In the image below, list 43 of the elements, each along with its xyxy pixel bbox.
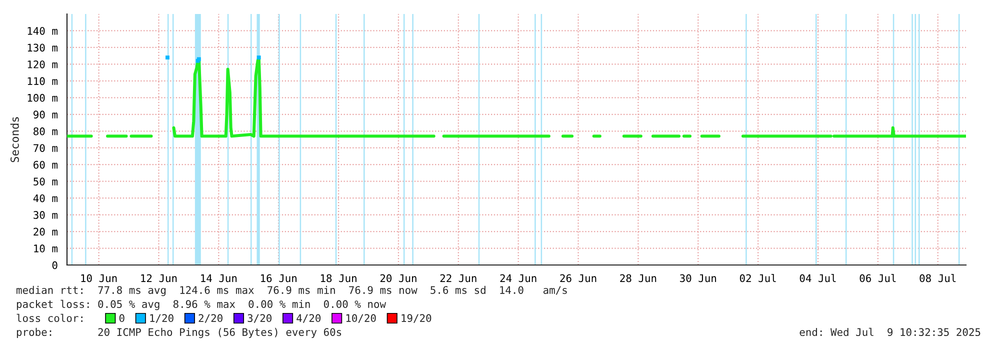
x-tick-label: 08 Jul bbox=[920, 274, 956, 282]
legend-label: 3/20 bbox=[248, 314, 272, 323]
x-tick-label: 28 Jun bbox=[620, 274, 656, 282]
legend-label: 2/20 bbox=[198, 314, 222, 323]
x-tick-label: 06 Jul bbox=[860, 274, 896, 282]
y-tick-label: 120 m bbox=[28, 60, 58, 68]
y-tick-label: 50 m bbox=[34, 178, 58, 186]
legend-label: 19/20 bbox=[402, 314, 432, 323]
text: end: Wed Jul 9 10:32:35 2025 bbox=[800, 328, 980, 336]
x-tick-label: 26 Jun bbox=[560, 274, 596, 282]
legend-label: 1/20 bbox=[150, 314, 174, 323]
x-tick-label: 04 Jul bbox=[800, 274, 836, 282]
x-tick-label: 10 Jun bbox=[81, 274, 117, 282]
y-tick-label: 70 m bbox=[34, 144, 58, 152]
y-tick-label: 30 m bbox=[34, 211, 58, 219]
y-tick-label: 140 m bbox=[28, 26, 58, 35]
y-tick-label: 130 m bbox=[28, 44, 58, 52]
y-tick-label: 10 m bbox=[34, 244, 58, 252]
legend-title: loss color: bbox=[16, 314, 82, 322]
x-tick-label: 02 Jul bbox=[740, 274, 776, 282]
legend-label: 10/20 bbox=[346, 314, 376, 323]
x-tick-label: 30 Jun bbox=[680, 274, 716, 282]
x-tick-label: 14 Jun bbox=[201, 274, 237, 282]
text: packet loss: 0.05 % avg 8.96 % max 0.00 % min 0.00 % now bbox=[16, 300, 386, 310]
y-tick-label: 20 m bbox=[34, 228, 58, 236]
y-axis-title: Seconds bbox=[10, 117, 19, 162]
y-tick-label: 60 m bbox=[34, 160, 58, 169]
y-tick-label: 110 m bbox=[28, 77, 58, 86]
y-tick-label: 80 m bbox=[34, 127, 58, 136]
x-tick-label: 22 Jun bbox=[440, 274, 476, 282]
text: probe: 20 ICMP Echo Pings (56 Bytes) every 60s bbox=[16, 328, 342, 338]
legend-label: 4/20 bbox=[296, 314, 321, 323]
y-tick-label: 0 bbox=[52, 261, 58, 270]
x-tick-label: 12 Jun bbox=[141, 274, 177, 282]
x-tick-label: 24 Jun bbox=[500, 274, 536, 282]
x-tick-label: 18 Jun bbox=[320, 274, 356, 282]
y-tick-label: 40 m bbox=[33, 194, 58, 202]
y-tick-label: 90 m bbox=[34, 110, 58, 119]
legend-label: 0 bbox=[119, 314, 124, 322]
x-tick-label: 16 Jun bbox=[261, 274, 296, 282]
y-tick-label: 100 m bbox=[28, 94, 58, 102]
text: median rtt: 77.8 ms avg 124.6 ms max 76.9 ms min 76.9 ms now 5.6 ms sd 14.0 am/s bbox=[16, 286, 567, 296]
x-tick-label: 20 Jun bbox=[380, 274, 416, 282]
